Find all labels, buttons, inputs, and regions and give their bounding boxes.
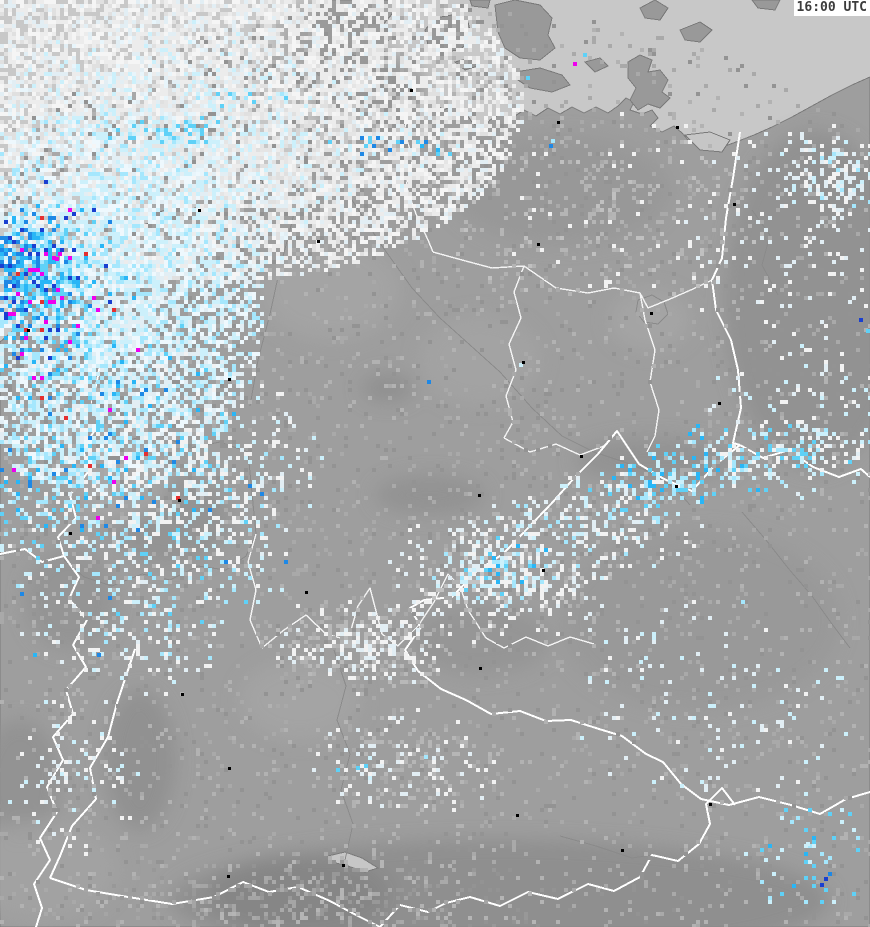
city-dot (621, 849, 624, 852)
city-dot (557, 121, 560, 124)
city-dot (733, 203, 736, 206)
city-dot (675, 485, 678, 488)
city-dot (228, 378, 231, 381)
city-dot (580, 455, 583, 458)
city-dot (305, 591, 308, 594)
city-dot (479, 667, 482, 670)
city-dot (228, 767, 231, 770)
city-dots-layer (27, 89, 736, 878)
city-dot (676, 126, 679, 129)
city-dot (342, 864, 345, 867)
city-dot (709, 803, 712, 806)
city-dot (522, 361, 525, 364)
city-dot (410, 89, 413, 92)
city-dot (537, 243, 540, 246)
city-dot (27, 329, 30, 332)
city-dot (516, 814, 519, 817)
city-dot (650, 312, 653, 315)
city-dot (227, 875, 230, 878)
city-dot (198, 209, 201, 212)
city-dot (181, 693, 184, 696)
city-dot (542, 569, 545, 572)
city-dot (178, 499, 181, 502)
city-dot (478, 494, 481, 497)
timestamp-label: 16:00 UTC (793, 0, 870, 16)
city-dot (69, 532, 72, 535)
city-dot (718, 402, 721, 405)
city-dot (317, 240, 320, 243)
